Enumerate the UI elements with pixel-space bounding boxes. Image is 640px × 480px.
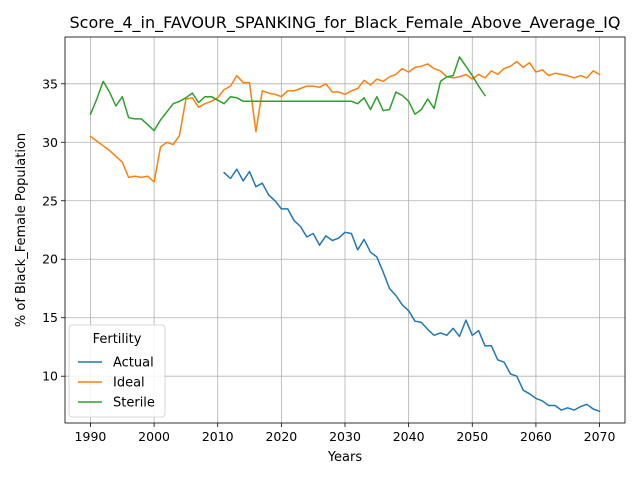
x-tick-label: 2020: [265, 429, 297, 444]
y-tick-label: 30: [42, 135, 58, 150]
x-tick-label: 1990: [75, 429, 107, 444]
legend-title: Fertility: [93, 332, 142, 347]
x-axis-label: Years: [327, 450, 363, 465]
y-axis-label: % of Black_Female Population: [14, 133, 29, 327]
legend-entry: Ideal: [113, 376, 145, 391]
x-tick-label: 2040: [393, 429, 425, 444]
y-tick-label: 35: [42, 76, 58, 91]
legend: Fertility Actual Ideal Sterile: [69, 325, 165, 417]
x-tick-label: 2000: [138, 429, 170, 444]
x-tick-label: 2070: [584, 429, 616, 444]
legend-entry: Sterile: [113, 396, 155, 411]
x-tick-label: 2030: [329, 429, 361, 444]
y-tick-label: 10: [42, 369, 58, 384]
y-tick-label: 20: [42, 252, 58, 267]
x-tick-label: 2010: [202, 429, 234, 444]
x-tick-label: 2060: [520, 429, 552, 444]
chart-title: Score_4_in_FAVOUR_SPANKING_for_Black_Fem…: [70, 13, 621, 33]
y-tick-label: 15: [42, 310, 58, 325]
y-tick-label: 25: [42, 193, 58, 208]
legend-entry: Actual: [113, 356, 154, 371]
x-tick-label: 2050: [456, 429, 488, 444]
